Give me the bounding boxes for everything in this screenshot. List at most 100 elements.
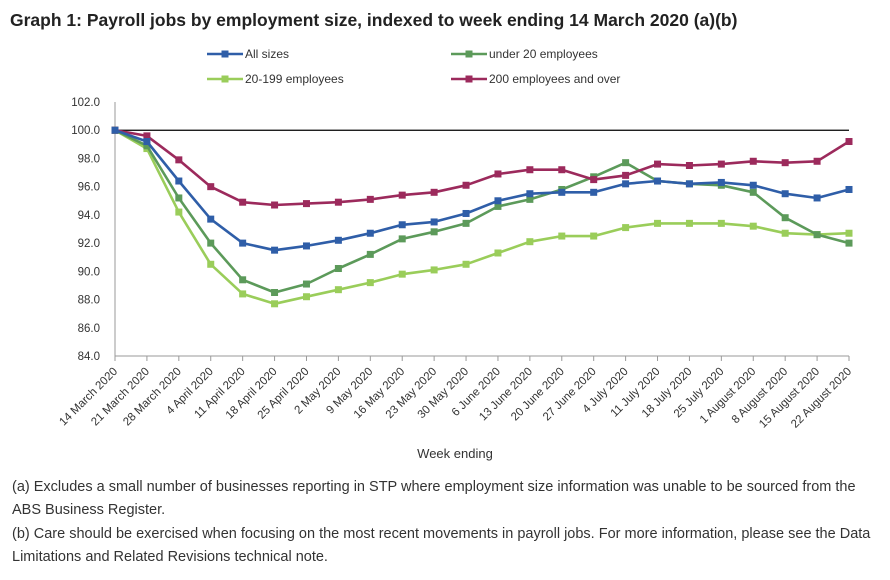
data-point bbox=[845, 239, 853, 247]
data-point bbox=[526, 190, 534, 198]
series-line bbox=[114, 128, 850, 207]
data-point bbox=[462, 181, 470, 189]
data-point bbox=[685, 219, 693, 227]
data-point bbox=[462, 209, 470, 217]
data-point bbox=[494, 202, 502, 210]
legend-swatch-marker bbox=[221, 50, 229, 58]
data-point bbox=[654, 160, 662, 168]
data-point bbox=[430, 218, 438, 226]
data-point bbox=[175, 156, 183, 164]
data-point bbox=[749, 188, 757, 196]
data-point bbox=[143, 138, 151, 146]
data-point bbox=[558, 166, 566, 174]
series-0 bbox=[111, 126, 853, 254]
legend-item: All sizes bbox=[207, 47, 289, 61]
y-axis: 84.0 86.0 88.0 90.0 92.0 94.0 96.0 98.0 100.0 102… bbox=[71, 97, 116, 363]
series-line bbox=[114, 129, 850, 294]
series-layer bbox=[111, 126, 853, 308]
data-point bbox=[239, 290, 247, 298]
data-point bbox=[430, 228, 438, 236]
data-point bbox=[143, 132, 151, 140]
data-point bbox=[366, 279, 374, 287]
data-point bbox=[175, 177, 183, 185]
data-point bbox=[271, 201, 279, 209]
data-point bbox=[590, 232, 598, 240]
x-tick-label: 21 March 2020 bbox=[89, 366, 152, 429]
data-point bbox=[813, 194, 821, 202]
data-point bbox=[334, 265, 342, 273]
data-point bbox=[526, 166, 534, 174]
data-point bbox=[494, 249, 502, 257]
data-point bbox=[781, 214, 789, 222]
data-point bbox=[302, 200, 310, 208]
footnote-a: (a) Excludes a small number of businesse… bbox=[12, 479, 856, 518]
data-point bbox=[749, 181, 757, 189]
data-point bbox=[207, 239, 215, 247]
data-point bbox=[207, 260, 215, 268]
legend-swatch-marker bbox=[221, 75, 229, 83]
data-point bbox=[717, 178, 725, 186]
legend-label: All sizes bbox=[245, 47, 289, 61]
legend-label: 20-199 employees bbox=[245, 72, 344, 86]
chart-title: Graph 1: Payroll jobs by employment size… bbox=[10, 10, 738, 30]
legend-label: under 20 employees bbox=[489, 47, 598, 61]
x-tick-label: 8 August 2020 bbox=[730, 366, 790, 426]
footnote-b: (b) Care should be exercised when focusi… bbox=[12, 526, 871, 565]
legend-swatch-marker bbox=[465, 50, 473, 58]
data-point bbox=[366, 250, 374, 258]
y-tick-label: 96.0 bbox=[78, 182, 100, 194]
data-point bbox=[271, 246, 279, 254]
data-point bbox=[845, 138, 853, 146]
data-point bbox=[749, 157, 757, 165]
series-2 bbox=[111, 126, 853, 308]
data-point bbox=[781, 190, 789, 198]
data-point bbox=[398, 221, 406, 229]
data-point bbox=[813, 157, 821, 165]
data-point bbox=[302, 293, 310, 301]
y-tick-label: 84.0 bbox=[78, 351, 100, 363]
x-tick-label: 28 March 2020 bbox=[121, 366, 184, 429]
data-point bbox=[685, 180, 693, 188]
data-point bbox=[749, 222, 757, 230]
data-point bbox=[398, 191, 406, 199]
x-axis-title: Week ending bbox=[417, 446, 493, 461]
data-point bbox=[430, 266, 438, 274]
data-point bbox=[271, 289, 279, 296]
x-tick-label: 22 August 2020 bbox=[789, 366, 854, 431]
data-point bbox=[398, 270, 406, 278]
y-tick-label: 94.0 bbox=[78, 210, 100, 222]
y-tick-label: 98.0 bbox=[78, 153, 100, 165]
line-chart: 84.0 86.0 88.0 90.0 92.0 94.0 96.0 98.0 100.0 102… bbox=[57, 47, 854, 461]
data-point bbox=[622, 180, 630, 188]
data-point bbox=[143, 142, 151, 150]
data-point bbox=[717, 219, 725, 227]
y-tick-label: 90.0 bbox=[78, 266, 100, 278]
data-point bbox=[526, 195, 534, 203]
legend-label: 200 employees and over bbox=[489, 72, 620, 86]
data-point bbox=[398, 235, 406, 243]
x-tick-label: 1 August 2020 bbox=[698, 366, 758, 426]
data-point bbox=[781, 229, 789, 237]
data-point bbox=[175, 194, 183, 202]
data-point bbox=[334, 236, 342, 244]
legend-item: under 20 employees bbox=[451, 47, 598, 61]
data-point bbox=[111, 126, 119, 134]
y-tick-label: 88.0 bbox=[78, 295, 100, 307]
x-tick-label: 14 March 2020 bbox=[57, 366, 120, 429]
data-point bbox=[271, 300, 279, 308]
data-point bbox=[654, 219, 662, 227]
data-point bbox=[207, 183, 215, 191]
data-point bbox=[558, 232, 566, 240]
data-point bbox=[781, 159, 789, 167]
data-point bbox=[845, 229, 853, 237]
data-point bbox=[494, 197, 502, 205]
data-point bbox=[366, 229, 374, 237]
data-point bbox=[239, 276, 247, 284]
data-point bbox=[622, 224, 630, 232]
y-tick-label: 100.0 bbox=[71, 125, 100, 137]
data-point bbox=[590, 188, 598, 196]
legend-item: 20-199 employees bbox=[207, 72, 344, 86]
data-point bbox=[813, 231, 821, 239]
data-point bbox=[590, 176, 598, 184]
